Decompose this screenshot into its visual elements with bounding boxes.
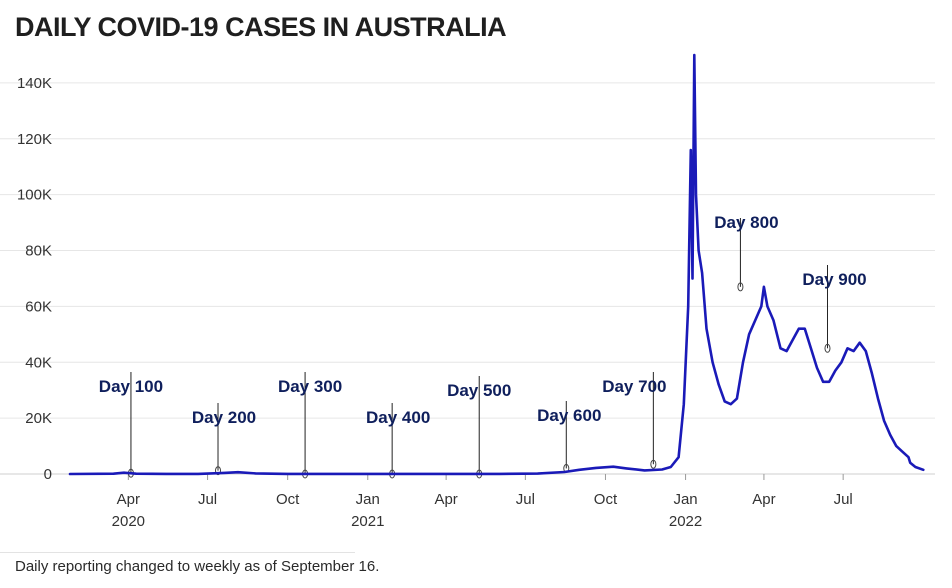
annotation-marker (215, 466, 222, 476)
annotation-label: Day 700 (602, 377, 666, 396)
annotation-marker (737, 282, 744, 292)
annotation-label: Day 400 (366, 408, 430, 427)
x-tick-year: 2022 (669, 513, 702, 530)
x-tick-year: 2020 (112, 513, 145, 530)
y-tick-label: 20K (25, 410, 52, 427)
y-tick-label: 120K (17, 131, 52, 148)
y-tick-label: 80K (25, 243, 52, 260)
series-line-0 (68, 53, 925, 476)
x-tick-label: Jul (198, 491, 217, 508)
chart-plot: 0 20K 40K 60K 80K 100K 120K 140K Apr 2020 Jul Oct J… (0, 53, 935, 530)
annotation-label: Day 200 (192, 408, 256, 427)
annotation-label: Day 300 (278, 377, 342, 396)
annotation-labels: Day 100 Day 200 Day 300 Day 400 Day 500 Day 6… (99, 213, 867, 427)
annotation-label: Day 100 (99, 377, 163, 396)
y-tick-label: 0 (44, 466, 52, 483)
y-axis: 0 20K 40K 60K 80K 100K 120K 140K (17, 75, 52, 483)
annotation-label: Day 600 (537, 406, 601, 425)
annotation-marker (824, 343, 831, 353)
x-tick-label: Apr (117, 491, 140, 508)
annotation-lines (127, 218, 831, 479)
x-tick-label: Apr (434, 491, 457, 508)
x-tick-label: Jan (673, 491, 697, 508)
x-tick-label: Apr (752, 491, 775, 508)
x-tick-year: 2021 (351, 513, 384, 530)
footnote: Daily reporting changed to weekly as of … (15, 558, 380, 575)
x-tick-label: Oct (594, 491, 618, 508)
x-tick-label: Oct (276, 491, 300, 508)
annotation-label: Day 500 (447, 381, 511, 400)
y-tick-label: 60K (25, 298, 52, 315)
x-tick-label: Jan (356, 491, 380, 508)
annotation-label: Day 800 (714, 213, 778, 232)
x-tick-label: Jul (834, 491, 853, 508)
annotation-label: Day 900 (802, 270, 866, 289)
series-layer (68, 53, 925, 476)
y-tick-label: 40K (25, 354, 52, 371)
y-tick-label: 140K (17, 75, 52, 92)
chart-title: DAILY COVID-19 CASES IN AUSTRALIA (15, 12, 507, 42)
x-tick-label: Jul (516, 491, 535, 508)
grid-lines (0, 82, 935, 475)
y-tick-label: 100K (17, 187, 52, 204)
annotation-marker (650, 459, 657, 469)
x-axis: Apr 2020 Jul Oct Jan 2021 Apr Jul Oct Jan 2022 Apr J… (112, 474, 853, 530)
footnote-divider (0, 552, 355, 553)
